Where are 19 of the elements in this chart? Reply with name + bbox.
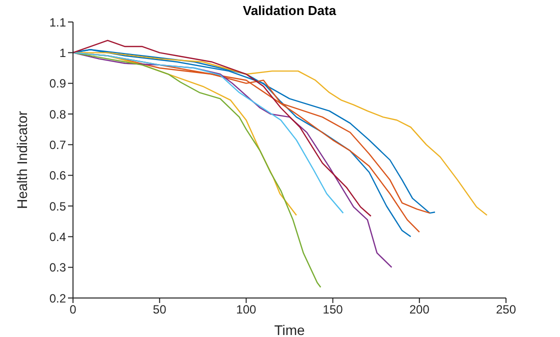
y-tick-label: 0.5 xyxy=(49,199,66,214)
x-tick-label: 100 xyxy=(236,302,257,317)
y-axis-title: Health Indicator xyxy=(14,110,30,210)
y-tick-label: 0.2 xyxy=(49,291,66,306)
y-tick-label: 0.3 xyxy=(49,260,66,275)
y-tick-label: 0.4 xyxy=(49,230,66,244)
y-tick-label: 0.6 xyxy=(49,168,66,183)
x-axis-title: Time xyxy=(274,322,306,337)
y-tick-label: 1 xyxy=(59,46,66,60)
x-tick-label: 150 xyxy=(322,302,344,317)
x-tick-label: 0 xyxy=(70,302,77,317)
y-tick-label: 0.9 xyxy=(49,76,66,91)
x-tick-label: 250 xyxy=(496,302,516,317)
chart-title: Validation Data xyxy=(242,3,338,18)
y-tick-label: 0.8 xyxy=(49,107,66,122)
x-tick-label: 50 xyxy=(152,302,167,317)
y-tick-label: 1.1 xyxy=(49,15,66,30)
x-tick-label: 200 xyxy=(409,302,430,317)
y-tick-label: 0.7 xyxy=(49,138,66,152)
